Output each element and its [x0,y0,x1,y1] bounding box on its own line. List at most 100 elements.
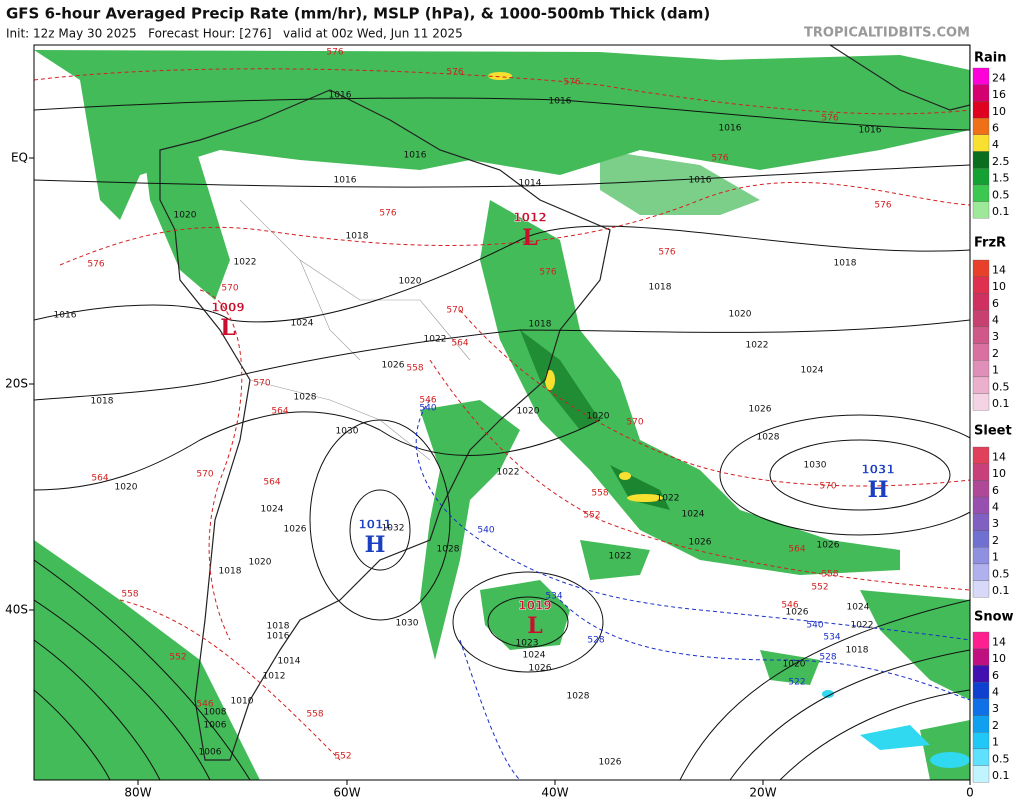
lon-label: 40W [541,786,568,800]
legend-swatch [972,446,990,464]
south-america [159,89,611,761]
lon-label: 80W [124,786,151,800]
thickness-label: 540 [419,404,436,414]
thickness-label: 534 [823,633,840,643]
thickness-label: 570 [626,418,643,428]
legend-swatch [972,151,990,169]
isobar-label: 1024 [261,505,284,515]
thickness-label: 576 [326,48,343,58]
isobar-label: 1022 [657,494,680,504]
legend-title: Sleet [974,424,1012,439]
africa [828,45,970,111]
legend-level: 16 [992,88,1006,101]
legend-level: 0.1 [992,397,1010,410]
legend-level: 24 [992,71,1006,84]
intense-precip [488,72,663,502]
isobar-label: 1020 [783,660,806,670]
isobar-label: 1016 [267,632,290,642]
isobar-label: 1020 [399,277,422,287]
isobar-label: 1026 [599,758,622,768]
legend-swatch [972,293,990,311]
legend-swatch [972,496,990,514]
isobar-label: 1026 [689,538,712,548]
isobar-label: 1006 [204,721,227,731]
lat-label: 40S [5,603,28,617]
thickness-label: 546 [419,396,436,406]
legend-level: 6 [992,484,999,497]
lon-label: 20W [749,786,776,800]
isobar-label: 1030 [336,427,359,437]
isobar-label: 1018 [219,567,242,577]
legend-swatch [972,84,990,102]
legend-swatch [972,134,990,152]
isobar-label: 1022 [234,258,257,268]
pressure-value: 1012 [513,211,546,225]
borders [239,199,471,461]
isobar-label: 1023 [516,639,539,649]
legend-level: 4 [992,685,999,698]
legend-level: 1 [992,736,999,749]
isobar-label: 1032 [382,524,405,534]
subtitle: Init: 12z May 30 2025 Forecast Hour: [27… [6,27,463,41]
thickness-label: 576 [539,268,556,278]
isobar-label: 1016 [859,126,882,136]
isobar-label: 1022 [609,552,632,562]
legend-level: 10 [992,652,1006,665]
legend-swatch [972,648,990,666]
legend-swatch [972,326,990,344]
legend-swatch [972,580,990,598]
thickness-label: 570 [819,482,836,492]
legend-swatch [972,530,990,548]
legend-swatch [972,201,990,219]
pressure-type: H [868,477,889,503]
lon-label: 0 [966,786,974,800]
legend-level: 0.1 [992,769,1010,782]
thickness-label: 576 [711,154,728,164]
isobar-label: 1006 [199,748,222,758]
legend-level: 0.5 [992,380,1010,393]
isobar-label: 1018 [529,320,552,330]
thickness-label: 540 [806,621,823,631]
legend-level: 0.1 [992,205,1010,218]
legend-swatch [972,309,990,327]
legend-title: FrzR [974,236,1006,251]
isobar-label: 1020 [174,211,197,221]
isobar-label: 1026 [786,608,809,618]
precip-areas [34,50,970,780]
legend-swatch [972,681,990,699]
thickness-label: 558 [306,710,323,720]
lon-label: 60W [333,786,360,800]
thickness-label: 576 [446,68,463,78]
isobar-label: 1020 [517,407,540,417]
isobar-label: 1026 [817,541,840,551]
thickness-label: 546 [781,601,798,611]
legend-level: 6 [992,297,999,310]
isobar-label: 1026 [529,664,552,674]
isobar-label: 1016 [54,311,77,321]
legend-swatch [972,748,990,766]
legend-swatch [972,259,990,277]
isobar-label: 1016 [329,91,352,101]
legend-swatch [972,463,990,481]
isobar-label: 1018 [91,397,114,407]
lat-label: 20S [5,377,28,391]
pressure-type: L [522,225,537,251]
isobar-label: 1024 [523,651,546,661]
legend-swatch [972,168,990,186]
isobar-label: 1022 [497,468,520,478]
isobar-label: 1016 [719,124,742,134]
source: TROPICALTIDBITS.COM [804,26,970,41]
isobar-label: 1018 [267,622,290,632]
isobar-label: 1016 [549,97,572,107]
isobar-label: 1024 [801,366,824,376]
snow-areas [822,690,970,768]
thickness-label: 552 [169,653,186,663]
isobar-label: 1020 [729,310,752,320]
legends: Rain241610642.51.50.50.1FrzR1410643210.5… [972,51,1014,783]
thickness-label: 576 [563,78,580,88]
thickness-label: 576 [379,209,396,219]
thickness-label: 558 [591,489,608,499]
legend-level: 4 [992,138,999,151]
legend-swatch [972,276,990,294]
